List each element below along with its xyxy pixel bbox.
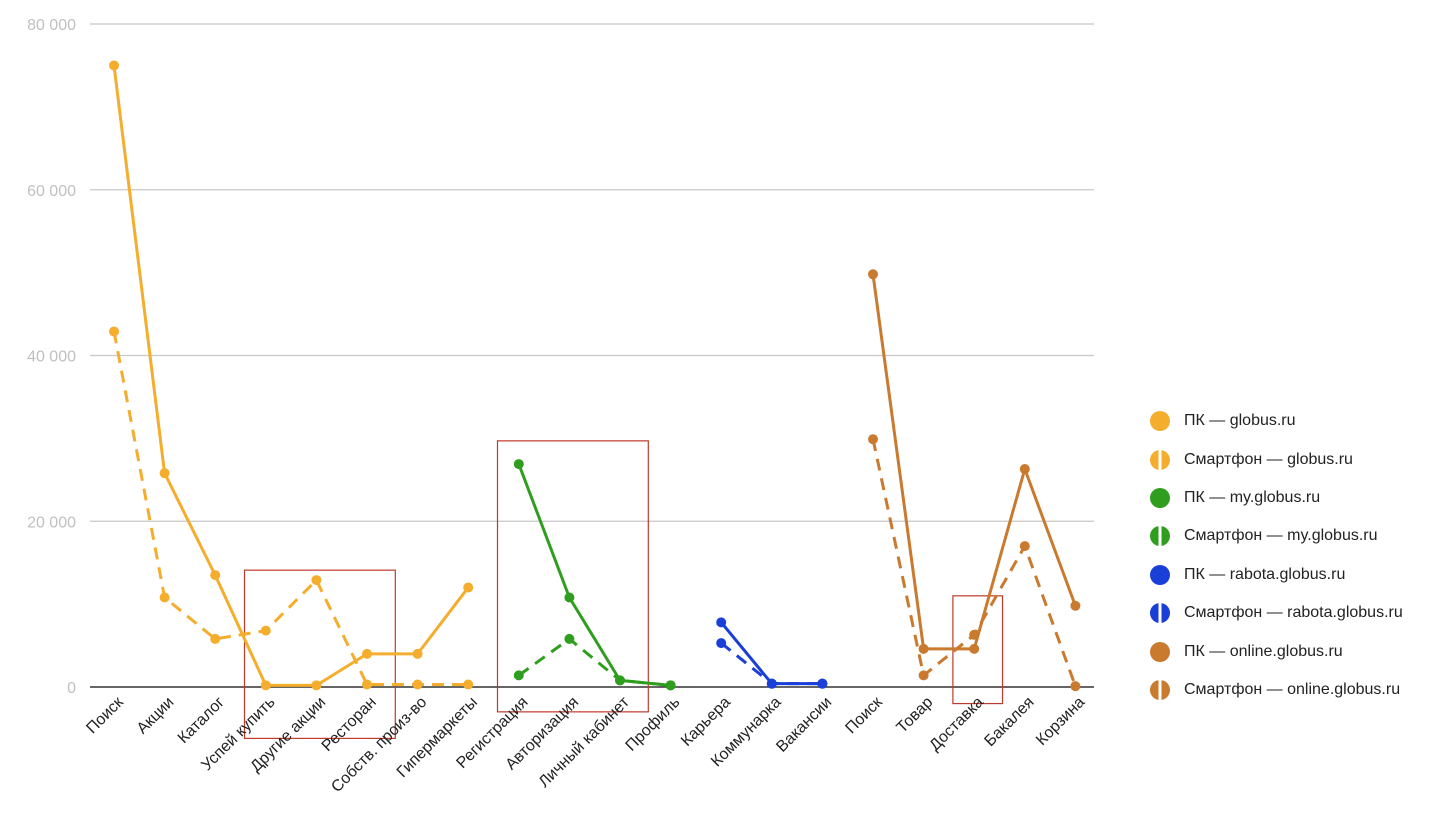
data-point: [918, 643, 929, 654]
series-group: [716, 617, 828, 689]
legend-label: ПК — globus.ru: [1184, 412, 1296, 430]
data-point: [362, 648, 372, 659]
legend-label: ПК — online.globus.ru: [1184, 642, 1343, 660]
legend-swatch: [1150, 449, 1170, 470]
legend-label: Смартфон — my.globus.ru: [1184, 527, 1378, 545]
legend-item: Смартфон — online.globus.ru: [1150, 671, 1403, 709]
data-point: [1019, 464, 1030, 475]
x-tick-label: Товар: [894, 694, 937, 737]
legend-label: Смартфон — online.globus.ru: [1184, 680, 1401, 698]
y-tick-label: 20 000: [27, 514, 76, 531]
data-point: [969, 629, 980, 640]
data-point: [412, 648, 423, 659]
series-line: [517, 637, 671, 687]
legend-swatch: [1150, 641, 1170, 662]
x-tick-label: Профиль: [623, 694, 684, 755]
data-point: [109, 60, 119, 71]
data-point: [210, 570, 221, 581]
legend-swatch: [1150, 679, 1170, 700]
series-group: [716, 638, 828, 689]
legend-swatch: [1150, 603, 1170, 624]
legend-item: Смартфон — globus.ru: [1150, 440, 1403, 478]
data-point: [513, 670, 524, 681]
data-point: [513, 459, 524, 470]
legend-label: Смартфон — rabota.globus.ru: [1184, 604, 1403, 622]
x-tick-label: Доставка: [926, 694, 987, 755]
legend-item: ПК — rabota.globus.ru: [1150, 556, 1403, 594]
x-tick-label: Бакалея: [981, 694, 1037, 750]
data-point: [1019, 541, 1030, 552]
y-tick-label: 80 000: [27, 17, 76, 34]
highlight-box: [496, 440, 649, 713]
series-group: [868, 269, 1081, 654]
x-tick-label: Личный кабинет: [536, 693, 634, 791]
series-line: [720, 621, 823, 686]
legend: ПК — globus.ru Смартфон — globus.ru ПК — m…: [1150, 402, 1403, 709]
data-point: [969, 643, 980, 654]
data-point: [159, 468, 170, 479]
x-tick-label: Вакансии: [773, 694, 835, 756]
data-point: [1070, 600, 1081, 611]
legend-label: Смартфон — globus.ru: [1184, 450, 1353, 468]
data-point: [362, 679, 372, 690]
legend-swatch: [1150, 564, 1170, 585]
series-line: [720, 641, 823, 686]
x-tick-label: Корзина: [1033, 694, 1088, 749]
data-point: [260, 680, 271, 691]
data-point: [868, 434, 878, 445]
x-tick-label: Поиск: [842, 693, 886, 737]
legend-swatch: [1150, 487, 1170, 508]
series-group: [868, 434, 1081, 692]
data-point: [1070, 681, 1081, 692]
data-point: [412, 679, 423, 690]
data-point: [766, 678, 777, 689]
data-point: [716, 638, 727, 649]
legend-label: ПК — rabota.globus.ru: [1184, 565, 1346, 583]
data-point: [311, 680, 322, 691]
data-point: [564, 592, 575, 603]
data-point: [311, 575, 322, 586]
highlight-boxes: [243, 440, 1004, 739]
series-line: [112, 65, 470, 687]
data-point: [817, 678, 828, 689]
x-tick-label: Собств. произ-во: [328, 694, 430, 796]
legend-label: ПК — my.globus.ru: [1184, 488, 1321, 506]
y-tick-label: 0: [67, 680, 76, 697]
data-point: [210, 633, 221, 644]
x-tick-label: Поиск: [83, 693, 127, 737]
y-tick-label: 60 000: [27, 183, 76, 200]
series-group: [513, 459, 676, 691]
series-line: [517, 463, 671, 687]
series-group: [109, 326, 474, 690]
data-point: [665, 680, 676, 691]
legend-item: ПК — globus.ru: [1150, 402, 1403, 440]
series-group: [109, 60, 474, 691]
series-line: [112, 331, 469, 687]
data-point: [260, 625, 271, 636]
data-point: [868, 269, 878, 280]
legend-item: ПК — online.globus.ru: [1150, 632, 1403, 670]
data-point: [615, 675, 625, 686]
legend-item: Смартфон — rabota.globus.ru: [1150, 594, 1403, 632]
y-axis-ticks: 0 20 000 40 000 60 000 80 000: [27, 17, 76, 697]
grid-lines: [90, 23, 1094, 688]
data-point: [716, 617, 727, 628]
legend-swatch: [1150, 411, 1170, 432]
series-line: [871, 274, 1077, 651]
legend-item: ПК — my.globus.ru: [1150, 479, 1403, 517]
series-lines: [109, 60, 1081, 692]
y-tick-label: 40 000: [27, 349, 76, 366]
data-point: [109, 326, 119, 337]
series-group: [513, 633, 676, 691]
x-tick-label: Акции: [134, 694, 178, 738]
legend-swatch: [1150, 526, 1170, 547]
data-point: [463, 582, 474, 593]
data-point: [564, 633, 575, 644]
legend-item: Смартфон — my.globus.ru: [1150, 517, 1403, 555]
data-point: [159, 592, 170, 603]
data-point: [918, 670, 929, 681]
data-point: [463, 679, 474, 690]
